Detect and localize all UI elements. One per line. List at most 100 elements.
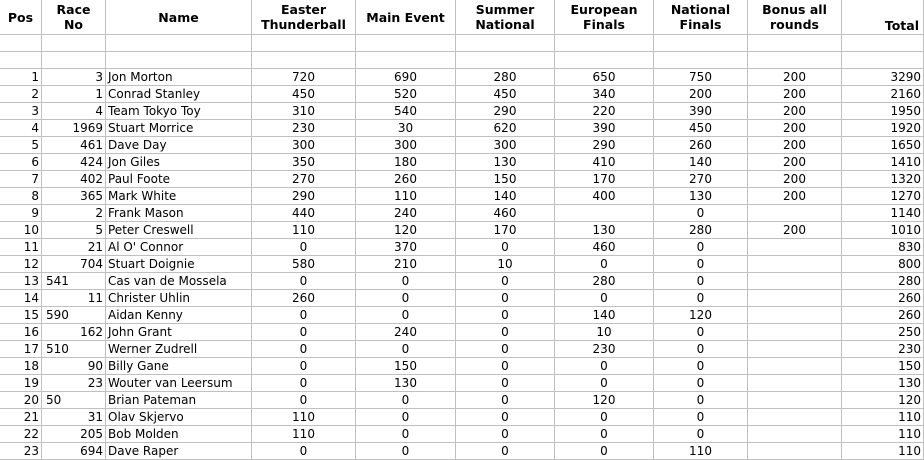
table-row[interactable]: 7 402 Paul Foote 270 260 150 170 270 200 1320: [0, 171, 924, 188]
name-cell[interactable]: Bob Molden: [106, 426, 252, 443]
race-no-cell[interactable]: 1: [42, 86, 106, 103]
pos-cell[interactable]: 11: [0, 239, 42, 256]
pos-cell[interactable]: 9: [0, 205, 42, 222]
main-event-cell[interactable]: 240: [356, 205, 456, 222]
total-cell[interactable]: 110: [842, 426, 924, 443]
table-row[interactable]: 6 424 Jon Giles 350 180 130 410 140 200 1410: [0, 154, 924, 171]
total-cell[interactable]: 1950: [842, 103, 924, 120]
bonus-cell[interactable]: [748, 256, 842, 273]
total-cell[interactable]: 120: [842, 392, 924, 409]
european-finals-cell[interactable]: [555, 205, 654, 222]
bonus-cell[interactable]: 200: [748, 137, 842, 154]
easter-thunderball-cell[interactable]: 0: [252, 307, 356, 324]
total-cell[interactable]: 1010: [842, 222, 924, 239]
national-finals-cell[interactable]: 120: [654, 307, 748, 324]
summer-national-cell[interactable]: 0: [456, 239, 555, 256]
table-row[interactable]: 21 31 Olav Skjervo 110 0 0 0 0 110: [0, 409, 924, 426]
table-row[interactable]: 17 510 Werner Zudrell 0 0 0 230 0 230: [0, 341, 924, 358]
total-cell[interactable]: 800: [842, 256, 924, 273]
main-event-cell[interactable]: 300: [356, 137, 456, 154]
total-cell[interactable]: 1320: [842, 171, 924, 188]
total-cell[interactable]: 230: [842, 341, 924, 358]
bonus-cell[interactable]: 200: [748, 188, 842, 205]
total-cell[interactable]: 3290: [842, 69, 924, 86]
pos-cell[interactable]: 14: [0, 290, 42, 307]
summer-national-cell[interactable]: 620: [456, 120, 555, 137]
table-row[interactable]: 20 50 Brian Pateman 0 0 0 120 0 120: [0, 392, 924, 409]
national-finals-cell[interactable]: 280: [654, 222, 748, 239]
col-header-bonus[interactable]: Bonus all rounds: [748, 0, 842, 35]
bonus-cell[interactable]: [748, 239, 842, 256]
total-cell[interactable]: 250: [842, 324, 924, 341]
table-row[interactable]: 10 5 Peter Creswell 110 120 170 130 280 200 1010: [0, 222, 924, 239]
national-finals-cell[interactable]: 0: [654, 205, 748, 222]
name-cell[interactable]: Stuart Morrice: [106, 120, 252, 137]
easter-thunderball-cell[interactable]: 450: [252, 86, 356, 103]
name-cell[interactable]: Aidan Kenny: [106, 307, 252, 324]
table-row[interactable]: 1 3 Jon Morton 720 690 280 650 750 200 3290: [0, 69, 924, 86]
pos-cell[interactable]: 3: [0, 103, 42, 120]
col-header-name[interactable]: Name: [106, 0, 252, 35]
table-row[interactable]: 16 162 John Grant 0 240 0 10 0 250: [0, 324, 924, 341]
easter-thunderball-cell[interactable]: 580: [252, 256, 356, 273]
table-row[interactable]: 3 4 Team Tokyo Toy 310 540 290 220 390 200 1950: [0, 103, 924, 120]
pos-cell[interactable]: 7: [0, 171, 42, 188]
name-cell[interactable]: Mark White: [106, 188, 252, 205]
bonus-cell[interactable]: [748, 392, 842, 409]
national-finals-cell[interactable]: 140: [654, 154, 748, 171]
main-event-cell[interactable]: 540: [356, 103, 456, 120]
easter-thunderball-cell[interactable]: 260: [252, 290, 356, 307]
bonus-cell[interactable]: [748, 426, 842, 443]
pos-cell[interactable]: 15: [0, 307, 42, 324]
summer-national-cell[interactable]: 300: [456, 137, 555, 154]
easter-thunderball-cell[interactable]: 0: [252, 239, 356, 256]
easter-thunderball-cell[interactable]: 310: [252, 103, 356, 120]
national-finals-cell[interactable]: 0: [654, 358, 748, 375]
easter-thunderball-cell[interactable]: 0: [252, 443, 356, 460]
summer-national-cell[interactable]: 290: [456, 103, 555, 120]
col-header-pos[interactable]: Pos: [0, 0, 42, 35]
national-finals-cell[interactable]: 200: [654, 86, 748, 103]
european-finals-cell[interactable]: 460: [555, 239, 654, 256]
easter-thunderball-cell[interactable]: 110: [252, 222, 356, 239]
bonus-cell[interactable]: 200: [748, 86, 842, 103]
race-no-cell[interactable]: 1969: [42, 120, 106, 137]
table-row[interactable]: 13 541 Cas van de Mossela 0 0 0 280 0 280: [0, 273, 924, 290]
name-cell[interactable]: Dave Day: [106, 137, 252, 154]
race-no-cell[interactable]: 21: [42, 239, 106, 256]
main-event-cell[interactable]: 0: [356, 409, 456, 426]
main-event-cell[interactable]: 240: [356, 324, 456, 341]
european-finals-cell[interactable]: 290: [555, 137, 654, 154]
name-cell[interactable]: Olav Skjervo: [106, 409, 252, 426]
col-header-easter-thunderball[interactable]: Easter Thunderball: [252, 0, 356, 35]
national-finals-cell[interactable]: 750: [654, 69, 748, 86]
summer-national-cell[interactable]: 280: [456, 69, 555, 86]
table-row[interactable]: 18 90 Billy Gane 0 150 0 0 0 150: [0, 358, 924, 375]
col-header-summer-national[interactable]: Summer National: [456, 0, 555, 35]
table-row[interactable]: 8 365 Mark White 290 110 140 400 130 200 1270: [0, 188, 924, 205]
total-cell[interactable]: 260: [842, 290, 924, 307]
race-no-cell[interactable]: 2: [42, 205, 106, 222]
easter-thunderball-cell[interactable]: 0: [252, 375, 356, 392]
pos-cell[interactable]: 22: [0, 426, 42, 443]
national-finals-cell[interactable]: 0: [654, 392, 748, 409]
bonus-cell[interactable]: [748, 307, 842, 324]
bonus-cell[interactable]: [748, 341, 842, 358]
race-no-cell[interactable]: 3: [42, 69, 106, 86]
pos-cell[interactable]: 21: [0, 409, 42, 426]
pos-cell[interactable]: 2: [0, 86, 42, 103]
main-event-cell[interactable]: 370: [356, 239, 456, 256]
easter-thunderball-cell[interactable]: 0: [252, 341, 356, 358]
col-header-main-event[interactable]: Main Event: [356, 0, 456, 35]
summer-national-cell[interactable]: 10: [456, 256, 555, 273]
total-cell[interactable]: 150: [842, 358, 924, 375]
bonus-cell[interactable]: [748, 409, 842, 426]
name-cell[interactable]: Jon Morton: [106, 69, 252, 86]
european-finals-cell[interactable]: 0: [555, 409, 654, 426]
race-no-cell[interactable]: 402: [42, 171, 106, 188]
main-event-cell[interactable]: 210: [356, 256, 456, 273]
total-cell[interactable]: 280: [842, 273, 924, 290]
race-no-cell[interactable]: 4: [42, 103, 106, 120]
name-cell[interactable]: Frank Mason: [106, 205, 252, 222]
main-event-cell[interactable]: 110: [356, 188, 456, 205]
